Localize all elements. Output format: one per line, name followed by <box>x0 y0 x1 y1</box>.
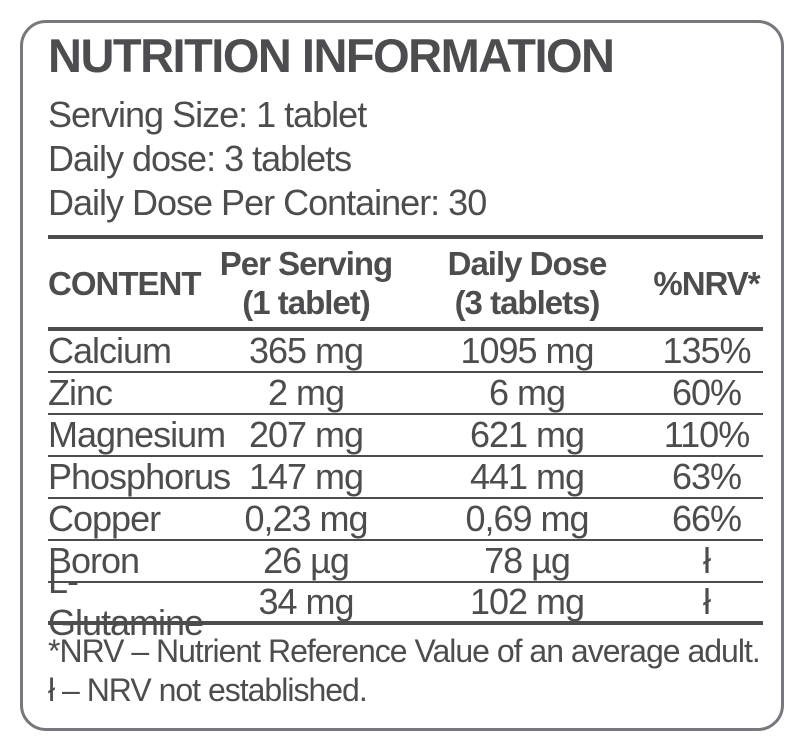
column-header-nrv: %NRV* <box>653 264 760 302</box>
per-serving-value: 147 mg <box>248 456 364 497</box>
daily-dose-value: 1095 mg <box>460 330 594 371</box>
daily-dose-value: 621 mg <box>469 414 585 455</box>
table-header-row: CONTENT Per Serving (1 tablet) Daily Dos… <box>48 235 763 331</box>
nutrient-name: Magnesium <box>48 414 226 455</box>
nrv-value: ł <box>703 581 711 622</box>
label-title: NUTRITION INFORMATION <box>48 29 615 82</box>
serving-info-block: Serving Size: 1 tablet Daily dose: 3 tab… <box>48 93 763 225</box>
nrv-value: 135% <box>662 330 751 371</box>
daily-dose-text: Daily dose: 3 tablets <box>48 138 352 179</box>
table-row-phosphorus: Phosphorus 147 mg 441 mg 63% <box>48 456 763 499</box>
daily-dose-header-line2: (3 tablets) <box>454 284 601 321</box>
daily-dose-value: 0,69 mg <box>465 498 589 539</box>
table-row-zinc: Zinc 2 mg 6 mg 60% <box>48 372 763 415</box>
nutrient-name: Zinc <box>48 372 113 413</box>
nrv-value: 110% <box>663 414 750 455</box>
footnotes-block: *NRV – Nutrient Reference Value of an av… <box>48 632 763 710</box>
nrv-value: 66% <box>671 498 742 539</box>
daily-dose-value: 6 mg <box>488 372 566 413</box>
nrv-value: ł <box>703 540 711 581</box>
footnote-nrv-not-established: ł – NRV not established. <box>48 672 368 708</box>
nutrient-name: Copper <box>48 498 161 539</box>
nutrition-table: CONTENT Per Serving (1 tablet) Daily Dos… <box>48 235 763 643</box>
table-row-magnesium: Magnesium 207 mg 621 mg 110% <box>48 414 763 457</box>
column-header-daily-dose: Daily Dose (3 tablets) <box>404 244 650 322</box>
nutrient-name: L-Glutamine <box>48 560 204 643</box>
column-header-per-serving: Per Serving (1 tablet) <box>208 244 404 322</box>
nutrient-name: Calcium <box>48 330 172 371</box>
per-serving-value: 26 µg <box>263 540 350 581</box>
nutrient-name: Phosphorus <box>48 456 231 497</box>
table-row-l-glutamine: L-Glutamine 34 mg 102 mg ł <box>48 560 763 643</box>
column-header-content: CONTENT <box>48 264 202 302</box>
nutrient-name: Boron <box>48 540 140 581</box>
nrv-value: 60% <box>671 372 742 413</box>
per-serving-value: 207 mg <box>248 414 364 455</box>
daily-dose-header-line1: Daily Dose <box>447 245 608 282</box>
table-row-boron: Boron 26 µg 78 µg ł <box>48 540 763 583</box>
daily-dose-value: 441 mg <box>469 456 585 497</box>
table-row-copper: Copper 0,23 mg 0,69 mg 66% <box>48 498 763 541</box>
nrv-value: 63% <box>671 456 742 497</box>
per-serving-value: 34 mg <box>258 581 354 622</box>
serving-size-text: Serving Size: 1 tablet <box>48 94 367 135</box>
per-serving-header-line2: (1 tablet) <box>242 284 371 321</box>
per-serving-value: 365 mg <box>248 330 364 371</box>
nutrition-label-panel: NUTRITION INFORMATION Serving Size: 1 ta… <box>20 20 784 731</box>
per-serving-value: 0,23 mg <box>244 498 368 539</box>
per-serving-header-line1: Per Serving <box>219 245 393 282</box>
per-serving-value: 2 mg <box>267 372 345 413</box>
daily-dose-value: 78 µg <box>484 540 571 581</box>
footnote-nrv-definition: *NRV – Nutrient Reference Value of an av… <box>48 633 761 669</box>
table-row-calcium: Calcium 365 mg 1095 mg 135% <box>48 330 763 373</box>
daily-dose-per-container-text: Daily Dose Per Container: 30 <box>48 182 487 223</box>
daily-dose-value: 102 mg <box>469 581 585 622</box>
